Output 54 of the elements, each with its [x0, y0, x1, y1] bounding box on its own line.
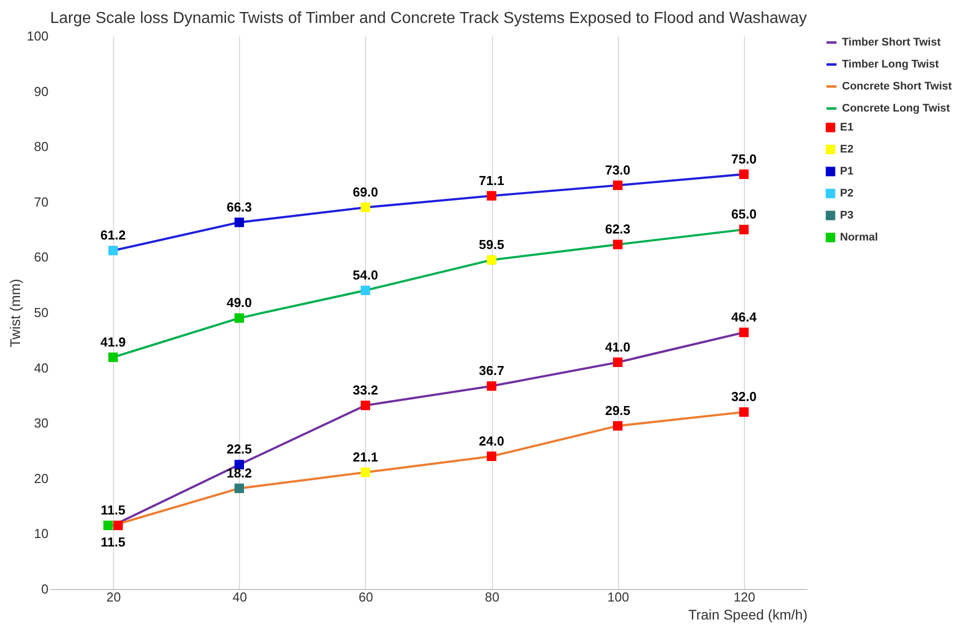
legend-label: Timber Short Twist	[842, 36, 941, 48]
x-axis-title: Train Speed (km/h)	[688, 606, 808, 622]
data-label: 21.1	[352, 449, 378, 464]
data-label: 49.0	[226, 295, 252, 310]
legend-label: P1	[840, 166, 854, 178]
y-tick-label: 40	[34, 360, 48, 376]
data-label: 73.0	[605, 162, 630, 178]
x-tick-label: 20	[106, 590, 121, 604]
data-label: 62.3	[605, 221, 630, 236]
y-tick-label: 0	[41, 582, 48, 596]
x-tick-label: 120	[734, 590, 756, 604]
data-label: 22.5	[226, 442, 252, 457]
data-label: 36.7	[478, 363, 504, 378]
data-label: 54.0	[352, 267, 378, 282]
y-tick-label: 90	[34, 84, 48, 99]
data-label: 41.9	[100, 334, 126, 350]
data-label: 33.2	[352, 382, 378, 398]
data-label: 59.5	[478, 236, 504, 252]
legend-label: Timber Long Twist	[842, 58, 940, 70]
y-axis-title: Twist (mm)	[6, 278, 23, 348]
data-label: 71.1	[478, 172, 504, 188]
x-tick-label: 100	[607, 590, 630, 604]
data-label: 46.4	[731, 309, 758, 324]
data-label: 41.0	[605, 339, 630, 354]
y-tick-label: 80	[34, 139, 48, 154]
data-label: 69.0	[352, 184, 378, 200]
x-tick-label: 40	[232, 590, 247, 604]
x-tick-label: 80	[484, 590, 500, 604]
data-label: 61.2	[100, 228, 126, 243]
data-label: 75.0	[731, 151, 757, 166]
legend-label: Concrete Short Twist	[842, 80, 952, 92]
data-label: 11.5	[100, 534, 126, 550]
data-label: 65.0	[731, 206, 757, 222]
y-tick-label: 20	[34, 470, 48, 486]
data-label: 24.0	[478, 433, 504, 448]
data-label: 32.0	[731, 389, 757, 404]
legend-label: Concrete Long Twist	[842, 102, 950, 114]
y-tick-label: 50	[34, 305, 48, 320]
y-tick-label: 10	[34, 526, 48, 542]
chart-title: Large Scale loss Dynamic Twists of Timber and Concrete Track Systems Exposed to Flood and Washaway	[50, 10, 807, 27]
data-label: 18.2	[226, 465, 252, 480]
y-tick-label: 70	[34, 194, 48, 210]
legend-label: E1	[840, 122, 854, 134]
x-tick-label: 60	[358, 590, 374, 604]
legend-label: P2	[840, 188, 854, 200]
data-label: 29.5	[605, 402, 630, 418]
legend-label: P3	[840, 210, 854, 222]
legend-label: Normal	[840, 232, 878, 244]
data-label: 11.5	[100, 502, 126, 518]
data-label: 66.3	[226, 199, 252, 214]
y-tick-label: 100	[26, 28, 48, 44]
legend-label: E2	[840, 144, 854, 156]
y-tick-label: 30	[34, 416, 48, 431]
y-tick-label: 60	[34, 250, 48, 265]
